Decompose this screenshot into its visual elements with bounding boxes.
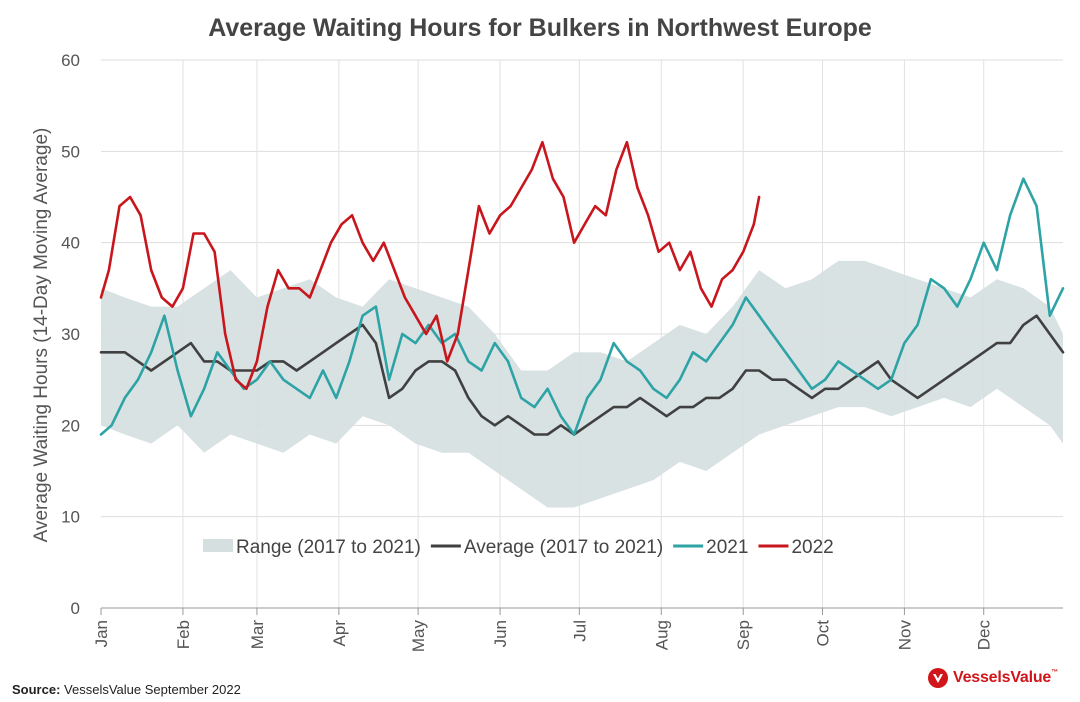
legend-label-3: 2022 — [791, 537, 833, 558]
x-tick-label-jan: Jan — [92, 620, 111, 647]
source-label: Source: — [12, 682, 61, 697]
x-tick-label-jul: Jul — [570, 620, 589, 642]
y-tick-label: 50 — [61, 142, 80, 161]
source-note: Source: VesselsValue September 2022 — [12, 682, 241, 697]
y-tick-label: 0 — [71, 599, 80, 618]
x-tick-label-may: May — [409, 620, 428, 653]
x-tick-label-sep: Sep — [734, 620, 753, 650]
legend-label-1: Average (2017 to 2021) — [464, 537, 663, 558]
series-line-0 — [99, 314, 1065, 436]
vesselsvalue-logo: VesselsValue™ — [928, 668, 1058, 688]
chart-title: Average Waiting Hours for Bulkers in Nor… — [208, 14, 872, 42]
y-tick-label: 60 — [61, 51, 80, 70]
x-tick-label-oct: Oct — [814, 620, 833, 647]
series-line-2 — [99, 140, 761, 391]
logo-text: VesselsValue™ — [953, 669, 1058, 686]
x-tick-label-mar: Mar — [248, 620, 267, 650]
series-lines — [99, 140, 1065, 436]
legend-swatch-range — [203, 539, 233, 552]
range-band — [101, 260, 1063, 508]
logo-icon — [928, 668, 948, 688]
x-tick-label-nov: Nov — [895, 620, 914, 651]
legend-label-0: Range (2017 to 2021) — [236, 537, 421, 558]
x-tick-label-jun: Jun — [491, 620, 510, 647]
legend: Range (2017 to 2021) Average (2017 to 202… — [203, 537, 834, 558]
axes: 0 10 20 30 40 50 60 Jan Feb Mar Apr May Jun Jul Aug Sep… — [61, 51, 1063, 652]
source-text: VesselsValue September 2022 — [64, 682, 241, 697]
y-tick-label: 10 — [61, 508, 80, 527]
y-tick-label: 20 — [61, 416, 80, 435]
x-tick-label-feb: Feb — [174, 620, 193, 649]
legend-label-2: 2021 — [706, 537, 748, 558]
series-line-1 — [99, 177, 1065, 436]
x-tick-label-apr: Apr — [330, 620, 349, 647]
y-tick-label: 30 — [61, 325, 80, 344]
x-tick-label-dec: Dec — [975, 620, 994, 651]
y-axis-label: Average Waiting Hours (14-Day Moving Ave… — [31, 128, 52, 543]
range-area — [101, 260, 1063, 508]
y-tick-label: 40 — [61, 234, 80, 253]
x-tick-label-aug: Aug — [652, 620, 671, 650]
